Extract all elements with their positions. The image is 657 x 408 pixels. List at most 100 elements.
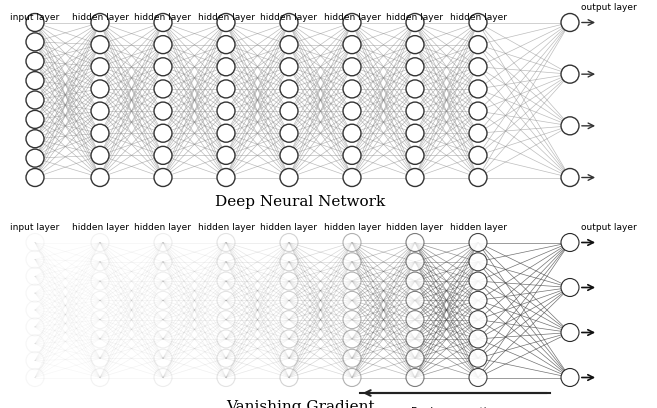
Circle shape <box>343 310 361 328</box>
Circle shape <box>154 146 172 164</box>
Circle shape <box>154 35 172 53</box>
Circle shape <box>406 169 424 186</box>
Circle shape <box>469 80 487 98</box>
Circle shape <box>469 58 487 76</box>
Circle shape <box>343 35 361 53</box>
Circle shape <box>406 368 424 386</box>
Circle shape <box>343 330 361 348</box>
Circle shape <box>406 272 424 290</box>
Circle shape <box>91 330 109 348</box>
Circle shape <box>91 13 109 31</box>
Circle shape <box>343 102 361 120</box>
Circle shape <box>343 58 361 76</box>
Circle shape <box>154 253 172 271</box>
Circle shape <box>280 233 298 251</box>
Circle shape <box>217 35 235 53</box>
Circle shape <box>26 91 44 109</box>
Circle shape <box>217 102 235 120</box>
Circle shape <box>217 58 235 76</box>
Circle shape <box>26 251 44 268</box>
Circle shape <box>154 272 172 290</box>
Circle shape <box>26 267 44 285</box>
Circle shape <box>469 310 487 328</box>
Circle shape <box>280 253 298 271</box>
Circle shape <box>91 349 109 367</box>
Circle shape <box>343 169 361 186</box>
Circle shape <box>154 233 172 251</box>
Circle shape <box>154 291 172 309</box>
Circle shape <box>26 284 44 302</box>
Text: Deep Neural Network: Deep Neural Network <box>215 195 385 209</box>
Circle shape <box>154 349 172 367</box>
Text: output layer: output layer <box>581 4 637 13</box>
Circle shape <box>217 291 235 309</box>
Circle shape <box>280 169 298 186</box>
Circle shape <box>91 35 109 53</box>
Circle shape <box>280 35 298 53</box>
Circle shape <box>91 233 109 251</box>
Circle shape <box>26 169 44 186</box>
Circle shape <box>217 272 235 290</box>
Circle shape <box>469 233 487 251</box>
Text: hidden layer: hidden layer <box>135 223 191 232</box>
Text: hidden layer: hidden layer <box>323 13 380 22</box>
Circle shape <box>406 233 424 251</box>
Circle shape <box>343 291 361 309</box>
Circle shape <box>217 169 235 186</box>
Circle shape <box>469 146 487 164</box>
Circle shape <box>469 13 487 31</box>
Circle shape <box>154 368 172 386</box>
Circle shape <box>469 102 487 120</box>
Text: Vanishing Gradient: Vanishing Gradient <box>226 400 374 408</box>
Circle shape <box>154 124 172 142</box>
Circle shape <box>280 80 298 98</box>
Circle shape <box>561 117 579 135</box>
Text: hidden layer: hidden layer <box>449 223 507 232</box>
Circle shape <box>91 368 109 386</box>
Circle shape <box>406 58 424 76</box>
Circle shape <box>26 130 44 148</box>
Circle shape <box>406 35 424 53</box>
Circle shape <box>343 349 361 367</box>
Circle shape <box>154 13 172 31</box>
Circle shape <box>469 291 487 309</box>
Circle shape <box>26 368 44 386</box>
Circle shape <box>561 13 579 31</box>
Circle shape <box>91 291 109 309</box>
Circle shape <box>217 13 235 31</box>
Circle shape <box>91 80 109 98</box>
Circle shape <box>343 124 361 142</box>
Circle shape <box>91 146 109 164</box>
Circle shape <box>469 35 487 53</box>
Circle shape <box>280 291 298 309</box>
Circle shape <box>26 352 44 370</box>
Circle shape <box>561 65 579 83</box>
Text: hidden layer: hidden layer <box>386 13 443 22</box>
Text: hidden layer: hidden layer <box>260 223 317 232</box>
Circle shape <box>343 368 361 386</box>
Circle shape <box>280 272 298 290</box>
Text: hidden layer: hidden layer <box>386 223 443 232</box>
Circle shape <box>91 253 109 271</box>
Circle shape <box>561 233 579 251</box>
Circle shape <box>91 58 109 76</box>
Circle shape <box>26 301 44 319</box>
Circle shape <box>343 146 361 164</box>
Circle shape <box>26 233 44 251</box>
Text: hidden layer: hidden layer <box>260 13 317 22</box>
Text: hidden layer: hidden layer <box>135 13 191 22</box>
Circle shape <box>561 279 579 297</box>
Circle shape <box>406 80 424 98</box>
Circle shape <box>91 169 109 186</box>
Circle shape <box>343 80 361 98</box>
Circle shape <box>26 52 44 70</box>
Circle shape <box>406 310 424 328</box>
Circle shape <box>26 72 44 90</box>
Circle shape <box>91 124 109 142</box>
Circle shape <box>217 80 235 98</box>
Circle shape <box>469 124 487 142</box>
Circle shape <box>280 102 298 120</box>
Circle shape <box>406 330 424 348</box>
Circle shape <box>280 13 298 31</box>
Circle shape <box>280 58 298 76</box>
